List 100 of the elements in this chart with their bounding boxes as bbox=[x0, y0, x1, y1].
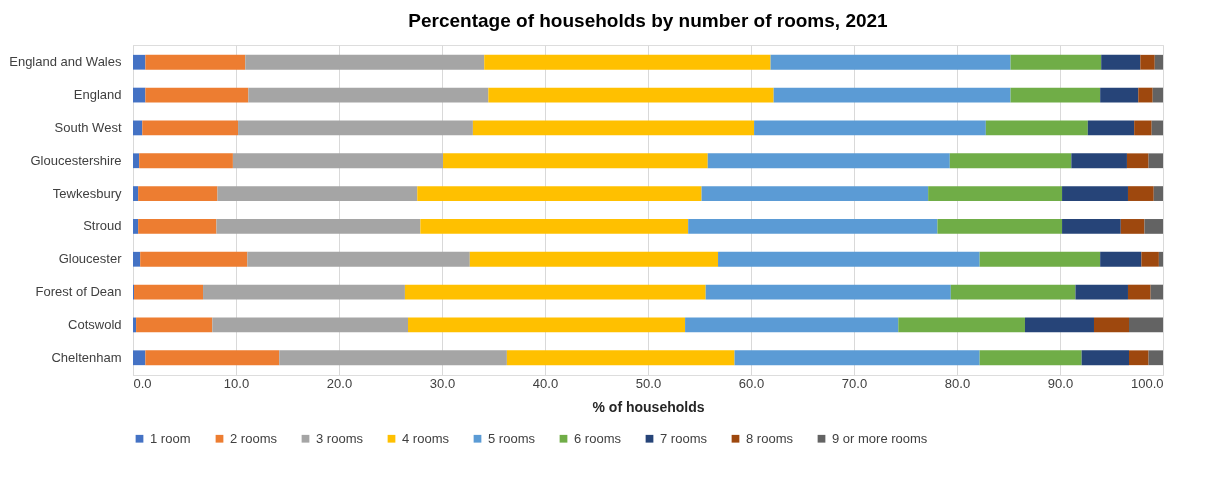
bar bbox=[417, 186, 702, 201]
bar bbox=[404, 284, 706, 300]
bar bbox=[1158, 251, 1163, 267]
bar bbox=[979, 350, 1082, 366]
bar bbox=[1129, 317, 1163, 333]
bar bbox=[1062, 186, 1128, 201]
y-tick-label: Forest of Dean bbox=[35, 284, 122, 300]
bar bbox=[138, 219, 217, 234]
y-tick-label: Gloucester bbox=[58, 251, 123, 267]
bar bbox=[203, 284, 405, 300]
bar bbox=[1154, 54, 1163, 70]
bar bbox=[133, 219, 139, 234]
bar bbox=[754, 120, 986, 136]
bar bbox=[217, 186, 418, 201]
bar bbox=[734, 350, 980, 366]
legend-label: 9 or more rooms bbox=[832, 430, 928, 446]
bar bbox=[1024, 317, 1094, 333]
bar bbox=[420, 219, 689, 234]
bar bbox=[770, 54, 1011, 70]
x-tick-label: 30.0 bbox=[429, 375, 456, 391]
bar bbox=[133, 251, 141, 267]
bar bbox=[136, 317, 213, 333]
x-tick-label: 50.0 bbox=[635, 375, 662, 391]
bar bbox=[138, 186, 218, 201]
bar bbox=[133, 54, 146, 70]
x-tick-label: 100.0 bbox=[1130, 375, 1164, 391]
bar bbox=[133, 317, 137, 333]
bar bbox=[140, 251, 248, 267]
y-tick-label: South West bbox=[54, 119, 122, 135]
x-tick-label: 80.0 bbox=[944, 375, 971, 391]
bar bbox=[408, 317, 686, 333]
bar bbox=[1150, 284, 1163, 300]
bar bbox=[1141, 251, 1159, 267]
bar bbox=[469, 251, 719, 267]
x-tick-label: 70.0 bbox=[841, 375, 868, 391]
y-tick-label: Gloucestershire bbox=[30, 152, 122, 168]
bar bbox=[705, 284, 951, 300]
bar bbox=[898, 317, 1025, 333]
bar bbox=[133, 153, 140, 169]
bar bbox=[1126, 153, 1149, 169]
legend-label: 8 rooms bbox=[746, 430, 794, 446]
bar bbox=[145, 54, 246, 70]
bar bbox=[133, 350, 146, 366]
bar bbox=[1153, 186, 1163, 201]
bar bbox=[1101, 54, 1141, 70]
bar bbox=[134, 284, 204, 300]
bar bbox=[1010, 54, 1102, 70]
legend-label: 5 rooms bbox=[488, 430, 536, 446]
bar bbox=[145, 350, 280, 366]
bar bbox=[937, 219, 1063, 234]
legend-label: 2 rooms bbox=[230, 430, 278, 446]
bar bbox=[145, 87, 249, 103]
bar bbox=[1148, 350, 1163, 366]
bar bbox=[718, 251, 980, 267]
bar bbox=[245, 54, 485, 70]
bar bbox=[232, 153, 444, 169]
bar bbox=[133, 186, 139, 201]
chart-title: Percentage of households by number of rooms, 2021 bbox=[408, 10, 889, 31]
y-tick-label: Tewkesbury bbox=[52, 185, 122, 201]
y-tick-label: England and Wales bbox=[9, 54, 122, 70]
bar bbox=[472, 120, 755, 136]
x-axis-title: % of households bbox=[592, 398, 705, 415]
bar bbox=[506, 350, 735, 366]
bar bbox=[133, 120, 143, 136]
bar bbox=[139, 153, 233, 169]
bar bbox=[1075, 284, 1128, 300]
bar bbox=[1100, 87, 1139, 103]
legend-label: 4 rooms bbox=[402, 430, 450, 446]
x-tick-label: 40.0 bbox=[532, 375, 559, 391]
bar bbox=[950, 284, 1076, 300]
y-tick-label: Cotswold bbox=[68, 316, 122, 332]
bar bbox=[1081, 350, 1130, 366]
bar bbox=[133, 87, 146, 103]
y-tick-label: Cheltenham bbox=[51, 349, 122, 365]
x-tick-label: 90.0 bbox=[1047, 375, 1074, 391]
bar bbox=[1152, 87, 1163, 103]
bar bbox=[979, 251, 1101, 267]
y-tick-label: England bbox=[73, 87, 122, 103]
bar bbox=[1100, 251, 1142, 267]
bar bbox=[248, 87, 489, 103]
bar bbox=[212, 317, 409, 333]
bar bbox=[1129, 350, 1149, 366]
x-tick-label: 10.0 bbox=[223, 375, 250, 391]
bar bbox=[216, 219, 421, 234]
bar bbox=[1144, 219, 1163, 234]
bar bbox=[1140, 54, 1155, 70]
bar bbox=[707, 153, 950, 169]
bar bbox=[1148, 153, 1163, 169]
x-tick-label: 0.0 bbox=[133, 375, 152, 391]
bar bbox=[279, 350, 507, 366]
bar bbox=[685, 317, 899, 333]
bar bbox=[949, 153, 1072, 169]
bar bbox=[488, 87, 774, 103]
bar bbox=[985, 120, 1088, 136]
bar bbox=[1010, 87, 1101, 103]
legend-label: 1 room bbox=[150, 430, 191, 446]
x-tick-label: 20.0 bbox=[326, 375, 353, 391]
bar bbox=[484, 54, 771, 70]
bar bbox=[1127, 284, 1151, 300]
bar bbox=[1120, 219, 1145, 234]
